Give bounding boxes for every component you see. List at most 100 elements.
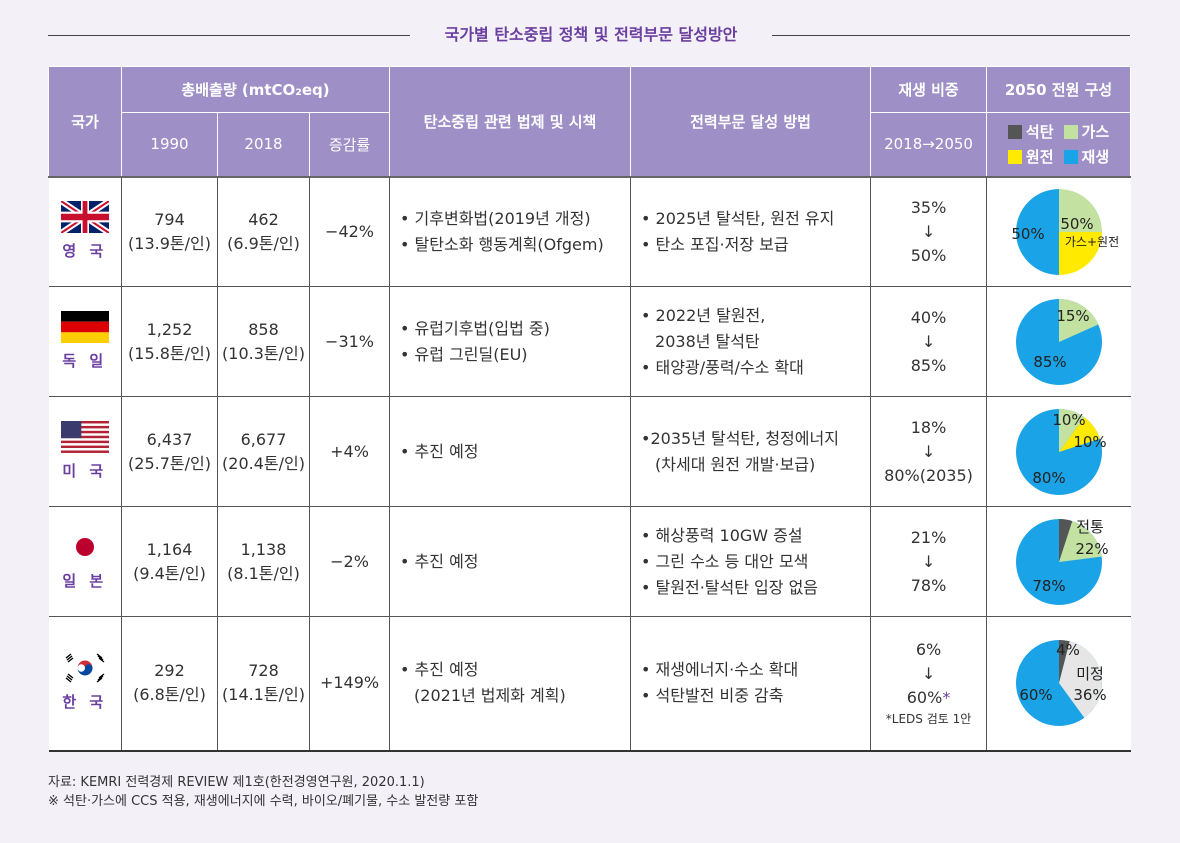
header-renew-period: 2018→2050 xyxy=(870,112,988,177)
change-rate: −42% xyxy=(308,175,391,287)
policy-table: 국가 총배출량 (mtCO₂eq) 탄소중립 관련 법제 및 시책 전력부문 달… xyxy=(48,66,1132,752)
header-1990: 1990 xyxy=(121,112,218,177)
mix-pie-cell: 15% 85% xyxy=(986,286,1131,397)
method-cell: •2035년 탈석탄, 청정에너지 (차세대 원전 개발·보급) xyxy=(630,396,872,507)
header-emissions: 총배출량 (mtCO₂eq) xyxy=(120,66,391,113)
table-row: 한 국 292 (6.8톤/인) 728 (14.1톤/인) +149% • 추진 … xyxy=(48,616,1131,752)
law-cell: • 추진 예정 xyxy=(389,506,632,617)
header-country: 국가 xyxy=(48,66,122,177)
country-name: 한 국 xyxy=(62,693,108,712)
pie-label: 전통 xyxy=(1076,518,1104,536)
korea-flag-icon xyxy=(60,652,109,685)
emission-2018: 858 (10.3톤/인) xyxy=(217,286,310,397)
law-cell: • 추진 예정 xyxy=(389,396,632,507)
table-row: 영 국 794 (13.9톤/인) 462 (6.9톤/인) −42% • 기후변화… xyxy=(48,175,1131,287)
mix-pie-usa: 10% 10% 80% xyxy=(1015,408,1106,495)
usa-flag-icon xyxy=(60,420,109,453)
law-cell: • 유럽기후법(입법 중) • 유럽 그린딜(EU) xyxy=(389,286,632,397)
emission-1990: 292 (6.8톤/인) xyxy=(121,616,218,752)
country-name: 영 국 xyxy=(62,241,108,260)
method-cell: • 2022년 탈원전, 2038년 탈석탄 • 태양광/풍력/수소 확대 xyxy=(630,286,872,397)
legend-coal: 석탄 xyxy=(1007,121,1054,142)
method-cell: • 재생에너지·수소 확대 • 석탄발전 비중 감축 xyxy=(630,616,872,752)
renew-share: 40% ↓ 85% xyxy=(870,286,988,397)
method-cell: • 해상풍력 10GW 증설 • 그린 수소 등 대안 모색 • 탈원전·탈석탄 입… xyxy=(630,506,872,617)
country-name: 일 본 xyxy=(62,571,108,590)
emission-1990: 1,164 (9.4톤/인) xyxy=(121,506,218,617)
pie-slice-renew xyxy=(1015,188,1059,275)
renew-share: 35% ↓ 50% xyxy=(870,175,988,287)
header-renew: 재생 비중 xyxy=(870,66,988,113)
header-2018: 2018 xyxy=(217,112,310,177)
header-method: 전력부문 달성 방법 xyxy=(630,66,872,177)
header-mix: 2050 전원 구성 xyxy=(986,66,1132,113)
change-rate: +4% xyxy=(308,396,391,507)
emission-1990: 6,437 (25.7톤/인) xyxy=(121,396,218,507)
pie-label: 가스+원전 xyxy=(1065,235,1119,249)
table-row: 일 본 1,164 (9.4톤/인) 1,138 (8.1톤/인) −2% • 추진… xyxy=(48,506,1131,617)
pie-slice-coal xyxy=(1058,518,1073,562)
method-cell: • 2025년 탈석탄, 원전 유지 • 탄소 포집·저장 보급 xyxy=(630,175,872,287)
legend-renew: 재생 xyxy=(1063,146,1109,167)
title-row: 국가별 탄소중립 정책 및 전력부문 달성방안 xyxy=(48,22,1130,48)
emission-1990: 1,252 (15.8톤/인) xyxy=(121,286,218,397)
footer: 자료: KEMRI 전력경제 REVIEW 제1호(한전경영연구원, 2020.… xyxy=(48,773,478,811)
emission-2018: 728 (14.1톤/인) xyxy=(217,616,310,752)
emission-2018: 462 (6.9톤/인) xyxy=(217,175,310,287)
pie-slice-undecided xyxy=(1058,641,1102,719)
pie-label: 15% xyxy=(1056,307,1089,325)
emission-2018: 1,138 (8.1톤/인) xyxy=(217,506,310,617)
leds-note: *LEDS 검토 1안 xyxy=(885,712,972,727)
country-cell: 일 본 xyxy=(48,506,122,617)
header-law: 탄소중립 관련 법제 및 시책 xyxy=(389,66,632,177)
pie-label: 80% xyxy=(1032,469,1065,487)
country-name: 미 국 xyxy=(62,461,108,480)
country-cell: 독 일 xyxy=(48,286,122,397)
pie-label: 50% xyxy=(1060,215,1093,233)
table-row: 독 일 1,252 (15.8톤/인) 858 (10.3톤/인) −31% • 유… xyxy=(48,286,1131,397)
mix-pie-cell: 4% 미정 36% 60% xyxy=(986,616,1131,752)
pie-slice-gas xyxy=(1058,408,1085,452)
pie-slice-nuclear xyxy=(1058,416,1100,452)
law-cell: • 추진 예정 (2021년 법제화 계획) xyxy=(389,616,632,752)
mix-legend: 석탄 가스 원전 재생 xyxy=(986,112,1132,177)
mix-pie-cell: 50% 50% 가스+원전 xyxy=(986,175,1131,287)
emission-1990: 794 (13.9톤/인) xyxy=(121,175,218,287)
change-rate: −31% xyxy=(308,286,391,397)
pie-label: 60% xyxy=(1019,686,1052,704)
pie-label: 10% xyxy=(1052,411,1085,429)
title-rule-left xyxy=(48,35,410,36)
pie-label: 85% xyxy=(1033,353,1066,371)
japan-flag-icon xyxy=(60,530,109,563)
pie-slice-nuclear xyxy=(1058,231,1102,275)
renew-share: 6% ↓ 60%* *LEDS 검토 1안 xyxy=(870,616,988,752)
pie-label: 50% xyxy=(1011,225,1044,243)
header-change: 증감률 xyxy=(308,112,391,177)
pie-slice-coal xyxy=(1058,640,1070,684)
pie-slice-gas xyxy=(1058,520,1102,562)
uk-flag-icon xyxy=(60,200,109,233)
pie-label: 미정 xyxy=(1076,665,1104,683)
footnote: ※ 석탄·가스에 CCS 적용, 재생에너지에 수력, 바이오/폐기물, 수소 … xyxy=(48,794,479,809)
pie-label: 22% xyxy=(1075,540,1108,558)
page-title: 국가별 탄소중립 정책 및 전력부문 달성방안 xyxy=(444,25,738,44)
title-rule-right xyxy=(772,35,1130,36)
mix-pie-japan: 전통 22% 78% xyxy=(1015,518,1108,605)
renew-share: 21% ↓ 78% xyxy=(870,506,988,617)
pie-label: 36% xyxy=(1073,686,1106,704)
mix-pie-germany: 15% 85% xyxy=(1015,298,1102,385)
country-cell: 미 국 xyxy=(48,396,122,507)
country-name: 독 일 xyxy=(62,351,108,370)
pie-label: 4% xyxy=(1056,641,1080,659)
legend-gas: 가스 xyxy=(1063,121,1109,142)
mix-pie-cell: 10% 10% 80% xyxy=(986,396,1131,507)
pie-label: 78% xyxy=(1032,577,1065,595)
source-note: 자료: KEMRI 전력경제 REVIEW 제1호(한전경영연구원, 2020.… xyxy=(48,775,425,790)
law-cell: • 기후변화법(2019년 개정) • 탈탄소화 행동계획(Ofgem) xyxy=(389,175,632,287)
change-rate: +149% xyxy=(308,616,391,752)
change-rate: −2% xyxy=(308,506,391,617)
germany-flag-icon xyxy=(60,310,109,343)
pie-slice-gas xyxy=(1058,188,1102,232)
table-row: 미 국 6,437 (25.7톤/인) 6,677 (20.4톤/인) +4% • … xyxy=(48,396,1131,507)
legend-nuclear: 원전 xyxy=(1007,146,1054,167)
